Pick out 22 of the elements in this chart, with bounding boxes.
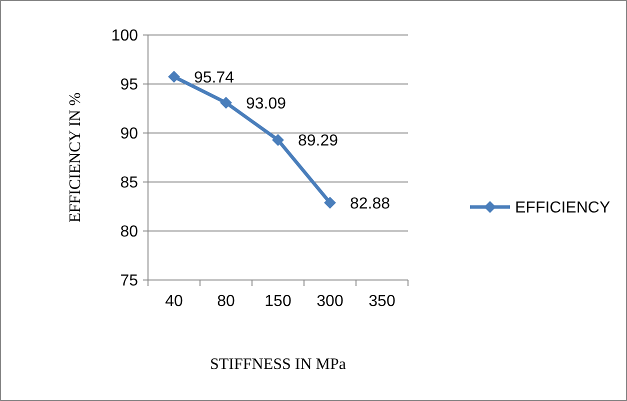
x-axis-title: STIFFNESS IN MPa — [210, 356, 346, 373]
legend-label: EFFICIENCY — [515, 200, 610, 217]
x-tick-label: 350 — [368, 293, 396, 310]
point — [324, 196, 336, 209]
data-label: 89.29 — [298, 132, 338, 150]
y-tick-label: 100 — [111, 28, 138, 45]
x-tick-label: 150 — [264, 293, 292, 310]
y-tick-label: 75 — [120, 272, 138, 290]
y-axis-title: EFFICIENCY IN % — [67, 92, 84, 223]
y-tick-label: 95 — [120, 76, 138, 94]
x-tick-label: 40 — [165, 293, 183, 310]
x-tick-label: 80 — [217, 293, 235, 310]
point — [220, 96, 232, 109]
point — [168, 70, 180, 83]
data-label: 93.09 — [246, 95, 286, 112]
y-tick-label: 90 — [120, 126, 138, 143]
data-label: 95.74 — [194, 69, 234, 86]
point — [272, 134, 284, 146]
x-tick-label: 300 — [316, 293, 344, 310]
y-tick-label: 85 — [120, 174, 138, 192]
y-tick-label: 80 — [120, 224, 138, 241]
data-label: 82.88 — [350, 195, 390, 212]
